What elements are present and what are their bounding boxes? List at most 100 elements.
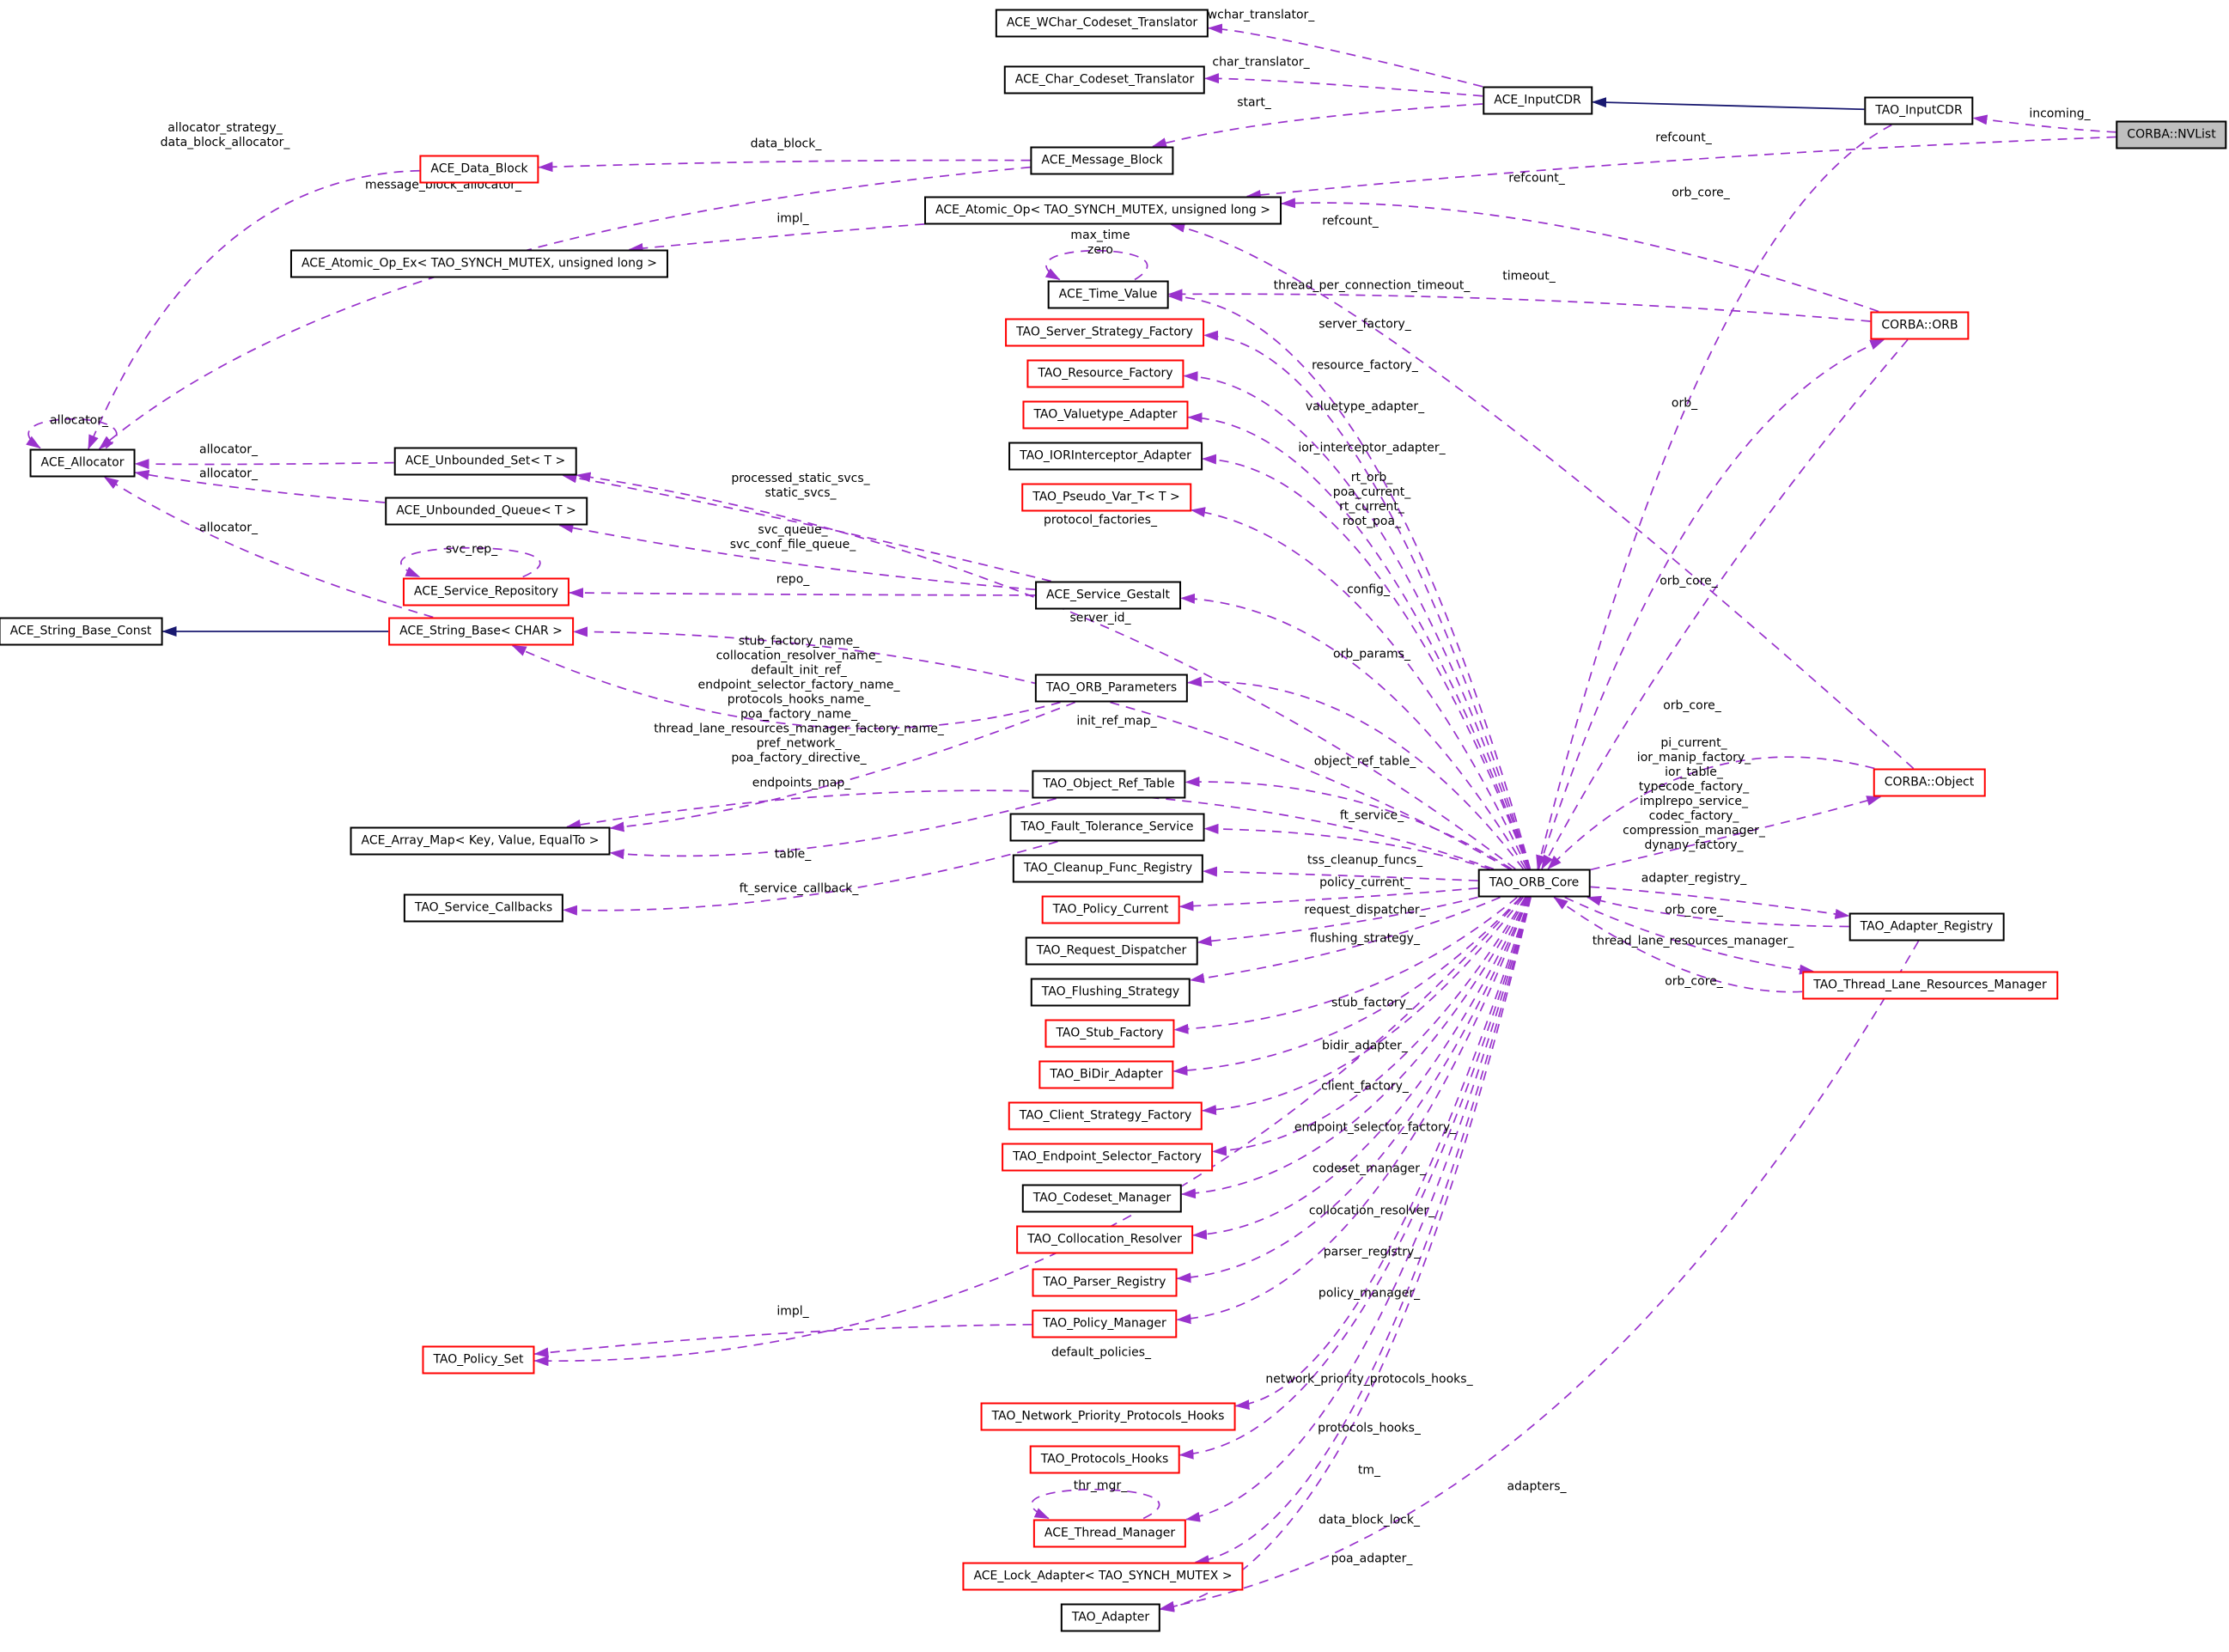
class-node-network_priority[interactable]: TAO_Network_Priority_Protocols_Hooks	[980, 1402, 1236, 1431]
class-node-atomic_op[interactable]: ACE_Atomic_Op< TAO_SYNCH_MUTEX, unsigned…	[924, 196, 1282, 225]
class-node-policy_set[interactable]: TAO_Policy_Set	[422, 1345, 535, 1375]
class-node-msg_block[interactable]: ACE_Message_Block	[1030, 146, 1174, 175]
edge-label-timeout_: timeout_	[1502, 269, 1556, 283]
edge-label-ft_service_: ft_service_	[1339, 808, 1404, 823]
class-node-service_callbacks[interactable]: TAO_Service_Callbacks	[403, 893, 564, 923]
class-node-nvlist[interactable]: CORBA::NVList	[2116, 120, 2227, 149]
class-node-parser_registry[interactable]: TAO_Parser_Registry	[1032, 1268, 1178, 1297]
edge-label-ior_interceptor_adapter_: ior_interceptor_adapter_	[1298, 441, 1446, 455]
edge-orb_core_	[1547, 756, 1875, 870]
class-node-policy_manager[interactable]: TAO_Policy_Manager	[1032, 1309, 1178, 1338]
edge-label-wchar_translator_: wchar_translator_	[1207, 8, 1315, 22]
edge-label-policy_manager_: policy_manager_	[1318, 1286, 1421, 1301]
edge-char_translator_	[1204, 73, 1483, 97]
class-node-valuetype_adapter[interactable]: TAO_Valuetype_Adapter	[1022, 400, 1189, 430]
class-node-object_ref_table[interactable]: TAO_Object_Ref_Table	[1032, 770, 1186, 799]
edge-label-orb_core_: orb_core_	[1665, 974, 1723, 989]
edge-protocol_factories_	[576, 472, 1516, 870]
edge-codeset_manager_	[1181, 897, 1527, 1199]
class-node-service_gestalt[interactable]: ACE_Service_Gestalt	[1035, 581, 1181, 610]
edge-client_factory_	[1202, 896, 1524, 1115]
class-node-endpoint_selector[interactable]: TAO_Endpoint_Selector_Factory	[1002, 1143, 1213, 1172]
class-node-corba_object[interactable]: CORBA::Object	[1873, 768, 1986, 797]
edge-object_ref_table_	[1185, 776, 1513, 870]
class-node-unbounded_queue[interactable]: ACE_Unbounded_Queue< T >	[385, 497, 588, 526]
edge-allocator_strategy_	[88, 169, 420, 450]
class-node-codeset_manager[interactable]: TAO_Codeset_Manager	[1021, 1184, 1183, 1213]
class-node-tao_inputcdr[interactable]: TAO_InputCDR	[1864, 96, 1974, 125]
edge-label-allocator_: allocator_	[198, 466, 259, 481]
class-node-collocation_resolver[interactable]: TAO_Collocation_Resolver	[1016, 1225, 1193, 1254]
class-node-iorinterceptor[interactable]: TAO_IORInterceptor_Adapter	[1008, 442, 1203, 471]
class-node-array_map[interactable]: ACE_Array_Map< Key, Value, EqualTo >	[350, 826, 611, 856]
edge-refcount_	[1245, 136, 2116, 200]
edge-label-rt_orb_: rt_orb_ poa_current_ rt_current_ root_po…	[1332, 471, 1411, 528]
edge-label-tm_: tm_	[1357, 1463, 1381, 1478]
class-node-policy_current[interactable]: TAO_Policy_Current	[1041, 895, 1180, 924]
edge-refcount_	[1281, 198, 1879, 313]
edge-label-data_block_: data_block_	[750, 137, 822, 151]
class-node-ace_inputcdr[interactable]: ACE_InputCDR	[1483, 86, 1593, 115]
class-node-protocols_hooks[interactable]: TAO_Protocols_Hooks	[1029, 1445, 1180, 1474]
edge-label-pi_current_: pi_current_ ior_manip_factory_ ior_table…	[1623, 736, 1765, 852]
class-node-flushing_strategy[interactable]: TAO_Flushing_Strategy	[1030, 978, 1191, 1007]
edge-label-tss_cleanup_funcs_: tss_cleanup_funcs_	[1306, 853, 1423, 868]
class-node-adapter_registry[interactable]: TAO_Adapter_Registry	[1848, 912, 2005, 942]
class-node-string_base_char[interactable]: ACE_String_Base< CHAR >	[388, 617, 574, 646]
class-node-fault_tolerance[interactable]: TAO_Fault_Tolerance_Service	[1009, 813, 1205, 842]
edge-repo_	[569, 588, 1036, 599]
class-node-tlrm[interactable]: TAO_Thread_Lane_Resources_Manager	[1802, 971, 2058, 1000]
edge-svc_rep_	[400, 546, 541, 578]
edge-label-orb_: orb_	[1671, 396, 1698, 411]
class-node-server_strategy[interactable]: TAO_Server_Strategy_Factory	[1005, 318, 1204, 347]
class-node-pseudo_var[interactable]: TAO_Pseudo_Var_T< T >	[1021, 483, 1191, 512]
class-node-tao_adapter[interactable]: TAO_Adapter	[1060, 1603, 1161, 1632]
edge-label-orb_core_: orb_core_	[1660, 574, 1718, 588]
edge-timeout_	[1167, 289, 1871, 322]
class-node-orb_core[interactable]: TAO_ORB_Core	[1477, 869, 1591, 898]
class-node-wchar[interactable]: ACE_WChar_Codeset_Translator	[995, 9, 1209, 38]
edge-label-parser_registry_: parser_registry_	[1323, 1245, 1421, 1259]
edge-label-policy_current_: policy_current_	[1319, 875, 1410, 890]
edge-orb_core_	[1541, 338, 1909, 870]
edge-network_priority_protocols_hooks_	[1234, 897, 1531, 1411]
class-node-string_base_const[interactable]: ACE_String_Base_Const	[0, 617, 163, 646]
class-node-bidir[interactable]: TAO_BiDir_Adapter	[1038, 1060, 1174, 1089]
edge-policy_manager_	[1176, 897, 1530, 1325]
edge-label-allocator_: allocator_	[198, 442, 259, 457]
edge-label-config_: config_	[1347, 582, 1390, 597]
class-node-time_value[interactable]: ACE_Time_Value	[1047, 280, 1169, 309]
class-node-lock_adapter[interactable]: ACE_Lock_Adapter< TAO_SYNCH_MUTEX >	[962, 1562, 1244, 1591]
class-node-unbounded_set[interactable]: ACE_Unbounded_Set< T >	[393, 447, 577, 476]
edge-bidir_adapter_	[1172, 896, 1521, 1076]
edge-label-adapters_: adapters_	[1507, 1479, 1567, 1494]
class-node-thread_manager[interactable]: ACE_Thread_Manager	[1032, 1519, 1187, 1548]
edge-data_block_	[538, 159, 1031, 173]
edge-config_	[1180, 593, 1526, 869]
edge-adapters_	[1160, 941, 1920, 1612]
class-node-resource_factory[interactable]: TAO_Resource_Factory	[1026, 359, 1185, 388]
edge-server_factory_	[1203, 330, 1531, 869]
edge-adapter_registry_	[1590, 886, 1850, 919]
edge-stub_factory_name_	[511, 644, 1061, 729]
edge-label-endpoint_selector_factory_: endpoint_selector_factory_	[1294, 1120, 1457, 1135]
class-node-service_repository[interactable]: ACE_Service_Repository	[402, 577, 570, 607]
class-node-ace_allocator[interactable]: ACE_Allocator	[29, 448, 136, 478]
class-node-stub_factory[interactable]: TAO_Stub_Factory	[1044, 1019, 1175, 1048]
class-node-corba_orb[interactable]: CORBA::ORB	[1870, 311, 1970, 340]
edge-label-impl_: impl_	[776, 1304, 809, 1319]
edge-pi_current_	[1590, 796, 1882, 871]
edge-label-flushing_strategy_: flushing_strategy_	[1310, 931, 1420, 946]
class-node-char[interactable]: ACE_Char_Codeset_Translator	[1003, 65, 1206, 94]
edge-wchar_translator_	[1208, 23, 1483, 88]
class-node-orb_parameters[interactable]: TAO_ORB_Parameters	[1034, 674, 1189, 703]
class-node-client_strategy[interactable]: TAO_Client_Strategy_Factory	[1008, 1101, 1203, 1131]
edge-message_block_allocator_	[98, 166, 1031, 450]
edge-label-orb_core_: orb_core_	[1663, 698, 1721, 713]
class-node-data_block[interactable]: ACE_Data_Block	[419, 155, 539, 184]
edge-label-ft_service_callback_: ft_service_callback_	[739, 881, 859, 896]
edge-label-data_block_lock_: data_block_lock_	[1319, 1513, 1420, 1527]
class-node-atomic_op_ex[interactable]: ACE_Atomic_Op_Ex< TAO_SYNCH_MUTEX, unsig…	[289, 249, 669, 278]
class-node-request_dispatcher[interactable]: TAO_Request_Dispatcher	[1025, 936, 1198, 966]
class-node-cleanup_func[interactable]: TAO_Cleanup_Func_Registry	[1012, 854, 1204, 883]
